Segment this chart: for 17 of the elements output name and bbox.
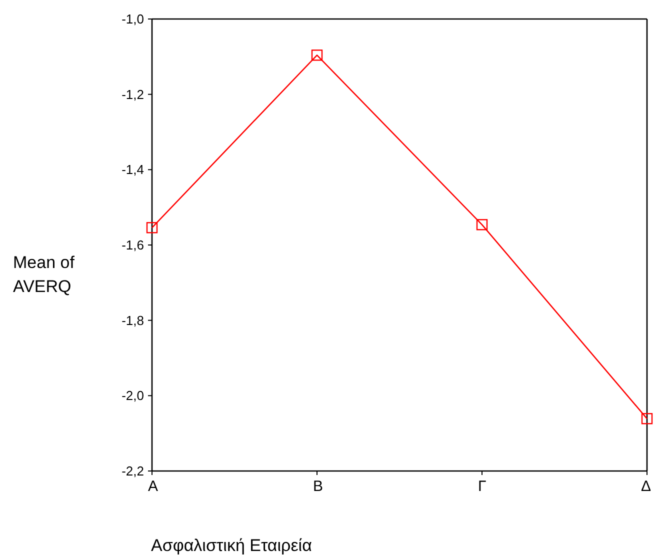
x-tick-label: Γ — [478, 478, 486, 495]
y-tick-label: -1,0 — [122, 12, 144, 27]
y-tick-label: -1,8 — [122, 312, 144, 328]
point — [476, 219, 488, 230]
y-tick-label: -1,2 — [122, 86, 144, 102]
point — [146, 222, 158, 234]
y-tick-label: -2,2 — [122, 464, 144, 479]
point — [311, 50, 323, 61]
y-tick-label: -1,6 — [122, 238, 144, 253]
y-tick-label: -2,0 — [122, 388, 144, 404]
point — [641, 413, 653, 424]
y-axis-title: Mean of AVERQ — [13, 253, 75, 296]
y-tick-label: -1,4 — [122, 162, 144, 178]
x-axis-title: Ασφαλιστική Εταιρεία — [151, 536, 312, 555]
x-tick-label: Β — [313, 478, 324, 495]
x-tick-label: Α — [148, 478, 158, 495]
x-tick-label: Δ — [640, 478, 651, 495]
